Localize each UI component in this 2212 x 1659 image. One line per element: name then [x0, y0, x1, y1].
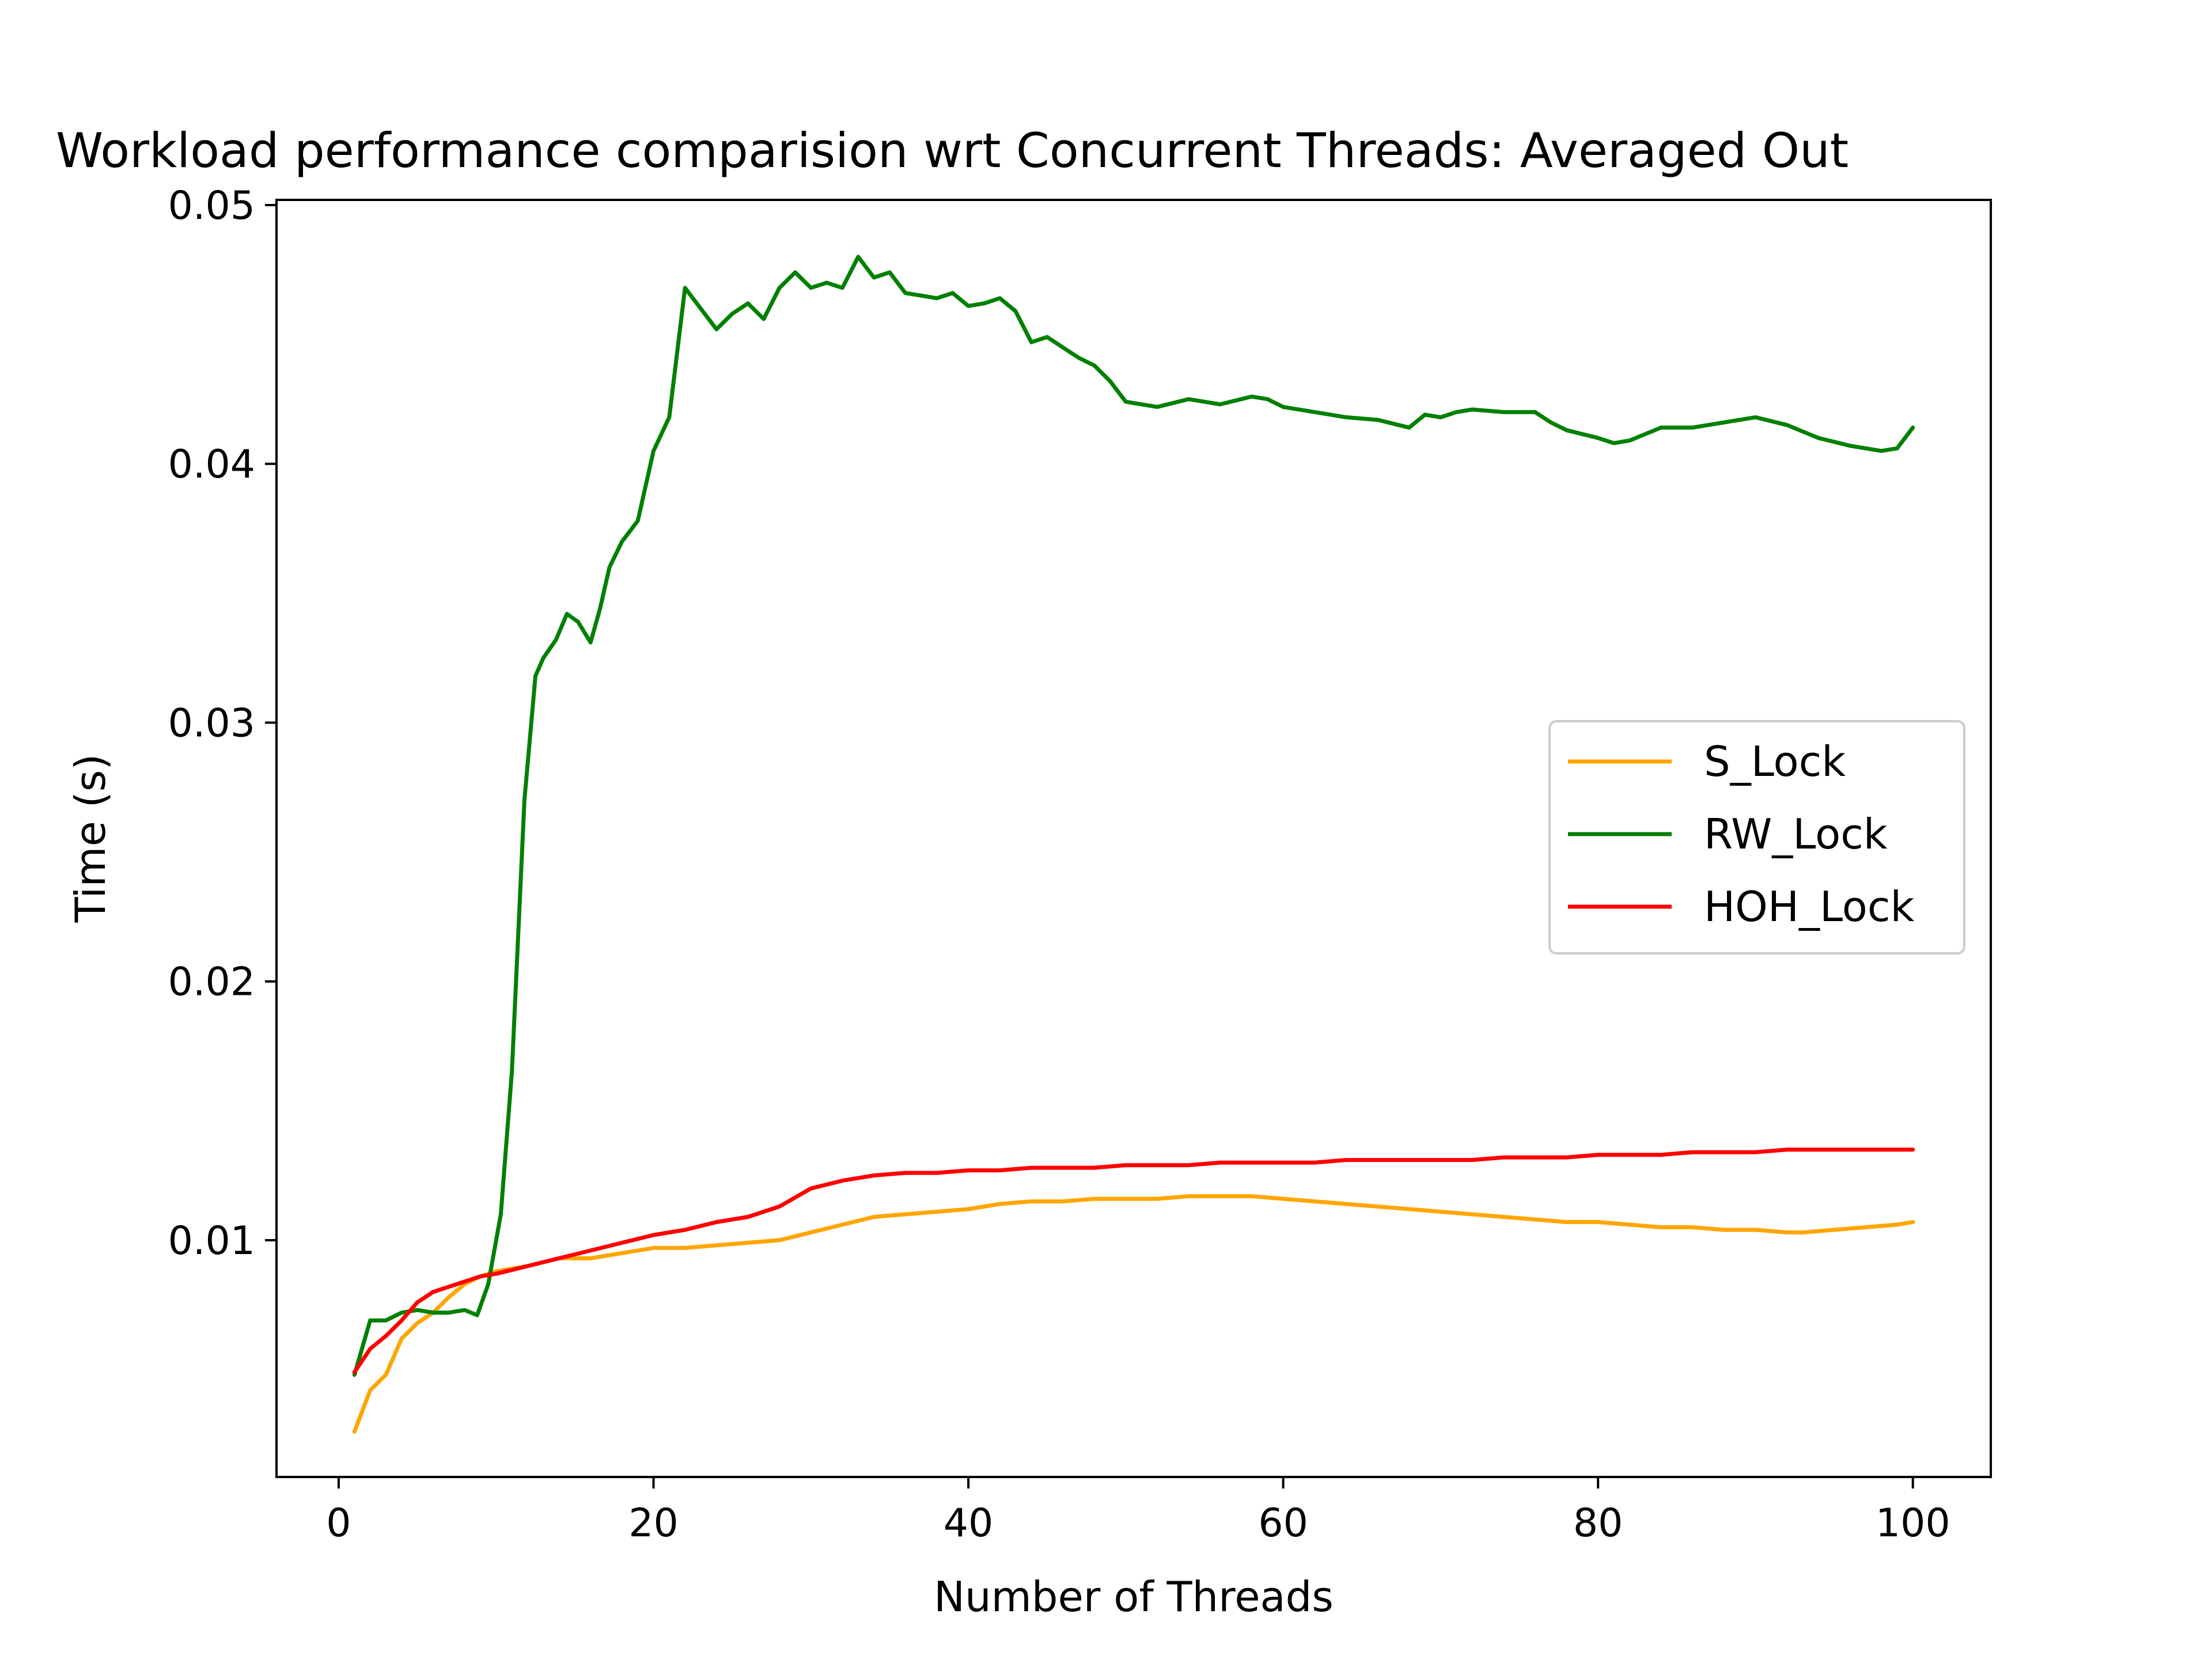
legend-label: S_Lock	[1704, 737, 1846, 786]
x-tick-label: 80	[1573, 1501, 1623, 1546]
series-line-s-lock	[352, 1194, 1915, 1434]
legend: S_Lock RW_Lock HOH_Lock	[1548, 720, 1965, 955]
chart-title: Workload performance comparision wrt Con…	[56, 123, 1849, 179]
legend-label: HOH_Lock	[1704, 882, 1914, 931]
x-axis-label: Number of Threads	[934, 1573, 1334, 1621]
y-tick-label: 0.05	[168, 183, 255, 229]
y-tick-label: 0.01	[168, 1218, 255, 1264]
series-line-rw-lock	[352, 255, 1915, 1377]
x-tick-label: 20	[628, 1501, 679, 1546]
y-tick-label: 0.03	[168, 700, 255, 746]
plot-lines-area	[352, 255, 1915, 1434]
x-axis-ticks: 0 20 40 60 80 100	[326, 1477, 1950, 1546]
x-tick-label: 100	[1876, 1501, 1950, 1546]
y-tick-label: 0.04	[168, 442, 255, 487]
x-tick-label: 40	[944, 1501, 994, 1546]
y-axis-label: Time (s)	[66, 754, 115, 923]
plot-frame	[275, 199, 1992, 1478]
series-line-hoh-lock	[352, 1147, 1915, 1374]
y-axis-ticks: 0.01 0.02 0.03 0.04 0.05	[168, 183, 276, 1264]
x-tick-label: 60	[1258, 1501, 1308, 1546]
legend-box	[1548, 720, 1965, 955]
legend-label: RW_Lock	[1704, 810, 1888, 858]
x-tick-label: 0	[326, 1501, 351, 1546]
y-tick-label: 0.02	[168, 960, 255, 1005]
